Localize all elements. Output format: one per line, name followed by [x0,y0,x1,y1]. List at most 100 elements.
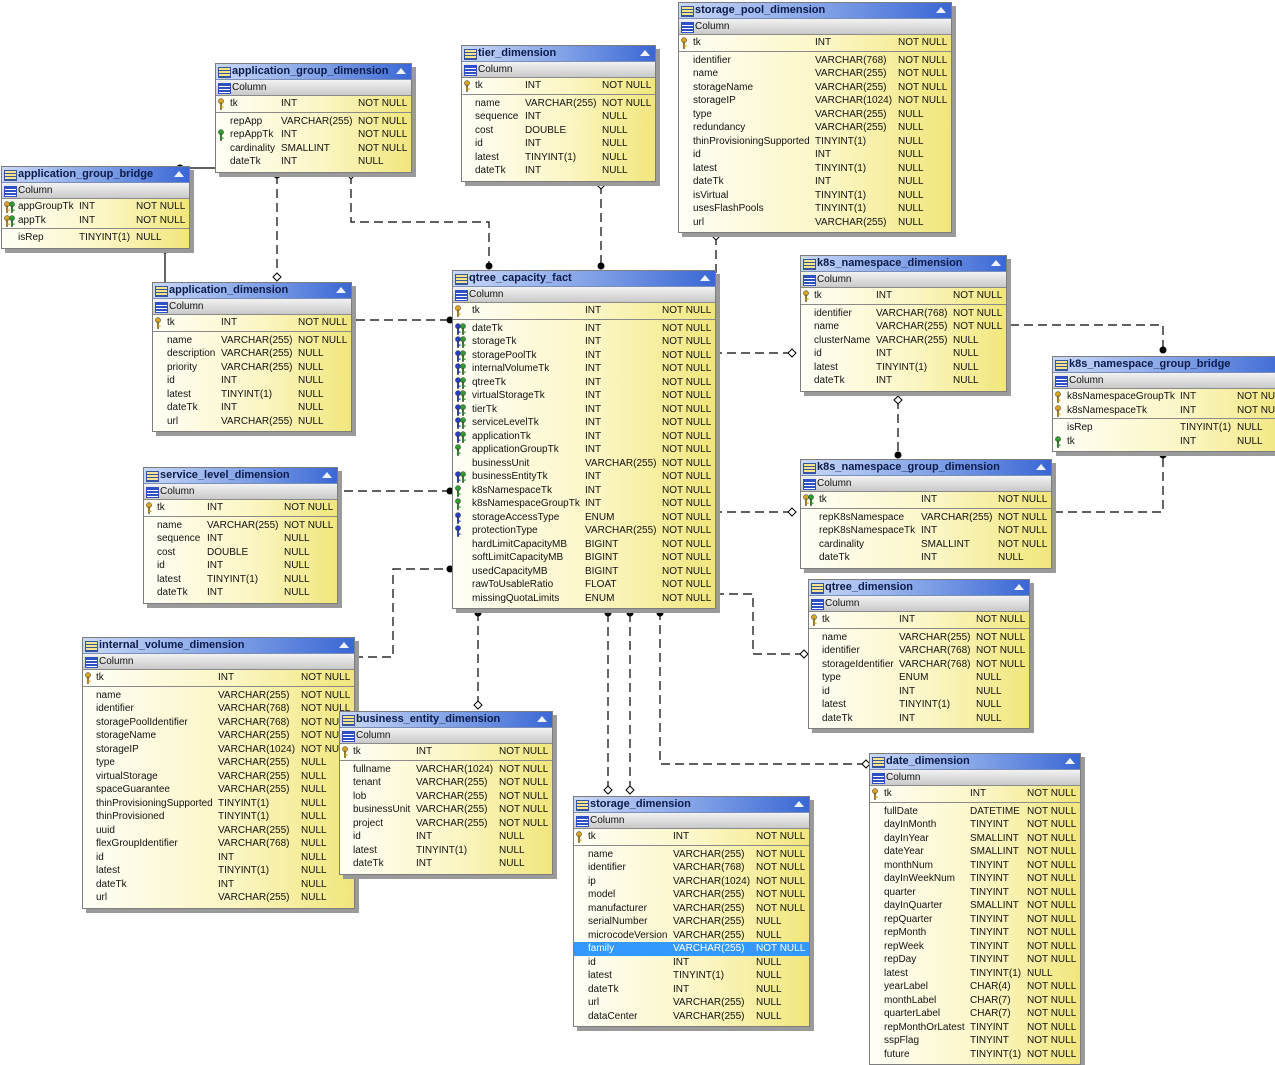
column-row[interactable]: tk INT NULL [1053,435,1275,449]
column-row[interactable]: family VARCHAR(255) NOT NULL [574,942,809,956]
collapse-icon[interactable] [537,716,547,722]
table-business-entity-dimension[interactable]: business_entity_dimension Column tk INT NOT … [339,711,553,875]
column-row[interactable]: latest TINYINT(1) NULL [83,864,354,878]
collapse-icon[interactable] [640,50,650,56]
column-row[interactable]: storageIP VARCHAR(1024) NOT NULL [679,94,951,108]
table-k8s-namespace-dimension[interactable]: k8s_namespace_dimension Column tk INT NOT NU… [800,255,1007,392]
column-row[interactable]: rawToUsableRatio FLOAT NOT NULL [453,578,715,592]
table-qtree-dimension[interactable]: qtree_dimension Column tk INT NOT NULL name VA… [808,579,1030,729]
table-title-bar[interactable]: application_group_bridge [2,167,189,183]
column-row[interactable]: type ENUM NULL [809,671,1029,685]
column-row[interactable]: dateTk INT NULL [809,712,1029,726]
column-row[interactable]: storageName VARCHAR(255) NOT NULL [83,729,354,743]
column-row[interactable]: url VARCHAR(255) NULL [574,996,809,1010]
collapse-icon[interactable] [1065,758,1075,764]
column-row[interactable]: id INT NULL [809,685,1029,699]
column-row[interactable]: k8sNamespaceTk INT NOT NULL [1053,404,1275,418]
column-row[interactable]: dateTk INT NULL [801,551,1051,565]
column-row[interactable]: tk INT NOT NULL [809,613,1029,627]
column-row[interactable]: project VARCHAR(255) NOT NULL [340,817,552,831]
collapse-icon[interactable] [322,472,332,478]
column-row[interactable]: internalVolumeTk INT NOT NULL [453,362,715,376]
table-k8s-namespace-group-dimension[interactable]: k8s_namespace_group_dimension Column tk INT… [800,459,1052,569]
column-row[interactable]: repMonthOrLatest TINYINT NOT NULL [870,1021,1080,1035]
column-row[interactable]: latest TINYINT(1) NULL [801,361,1006,375]
column-row[interactable]: dateTk INT NULL [679,175,951,189]
column-row[interactable]: future TINYINT(1) NOT NULL [870,1048,1080,1062]
column-row[interactable]: fullDate DATETIME NOT NULL [870,805,1080,819]
table-service-level-dimension[interactable]: service_level_dimension Column tk INT NOT NU… [143,467,338,604]
column-row[interactable]: url VARCHAR(255) NULL [153,415,351,429]
column-row[interactable]: url VARCHAR(255) NULL [83,891,354,905]
column-row[interactable]: latest TINYINT(1) NULL [144,573,337,587]
column-row[interactable]: name VARCHAR(255) NOT NULL [462,97,655,111]
column-row[interactable]: storagePoolIdentifier VARCHAR(768) NOT NUL… [83,716,354,730]
column-row[interactable]: qtreeTk INT NOT NULL [453,376,715,390]
column-row[interactable]: id INT NULL [340,830,552,844]
column-row[interactable]: cost DOUBLE NULL [462,124,655,138]
column-row[interactable]: dateTk INT NULL [801,374,1006,388]
column-row[interactable]: quarterLabel CHAR(7) NOT NULL [870,1007,1080,1021]
column-row[interactable]: repWeek TINYINT NOT NULL [870,940,1080,954]
column-row[interactable]: dayInYear SMALLINT NOT NULL [870,832,1080,846]
column-row[interactable]: id INT NULL [574,956,809,970]
column-row[interactable]: dateTk INT NULL [83,878,354,892]
column-row[interactable]: dateTk INT NULL [574,983,809,997]
table-tier-dimension[interactable]: tier_dimension Column tk INT NOT NULL name VAR… [461,45,656,182]
column-row[interactable]: id INT NULL [153,374,351,388]
column-row[interactable]: tk INT NOT NULL [216,97,411,111]
column-row[interactable]: virtualStorage VARCHAR(255) NULL [83,770,354,784]
column-row[interactable]: sspFlag TINYINT NOT NULL [870,1034,1080,1048]
column-row[interactable]: model VARCHAR(255) NOT NULL [574,888,809,902]
column-row[interactable]: dateTk INT NULL [462,164,655,178]
table-title-bar[interactable]: internal_volume_dimension [83,638,354,654]
column-row[interactable]: name VARCHAR(255) NOT NULL [144,519,337,533]
table-date-dimension[interactable]: date_dimension Column tk INT NOT NULL fullDat… [869,753,1081,1065]
table-title-bar[interactable]: application_group_dimension [216,64,411,80]
column-row[interactable]: latest TINYINT(1) NULL [574,969,809,983]
column-row[interactable]: hardLimitCapacityMB BIGINT NOT NULL [453,538,715,552]
column-row[interactable]: applicationTk INT NOT NULL [453,430,715,444]
column-row[interactable]: tk INT NOT NULL [453,304,715,318]
table-title-bar[interactable]: qtree_capacity_fact [453,271,715,287]
relationship-line[interactable] [350,175,490,266]
column-row[interactable]: latest TINYINT(1) NULL [462,151,655,165]
column-row[interactable]: applicationGroupTk INT NOT NULL [453,443,715,457]
column-row[interactable]: appTk INT NOT NULL [2,214,189,228]
column-row[interactable]: repK8sNamespaceTk INT NOT NULL [801,524,1051,538]
column-row[interactable]: latest TINYINT(1) NULL [340,844,552,858]
column-row[interactable]: usesFlashPools TINYINT(1) NULL [679,202,951,216]
column-row[interactable]: repMonth TINYINT NOT NULL [870,926,1080,940]
table-title-bar[interactable]: storage_pool_dimension [679,3,951,19]
column-row[interactable]: identifier VARCHAR(768) NOT NULL [801,307,1006,321]
column-row[interactable]: latest TINYINT(1) NULL [809,698,1029,712]
column-row[interactable]: manufacturer VARCHAR(255) NOT NULL [574,902,809,916]
column-row[interactable]: storagePoolTk INT NOT NULL [453,349,715,363]
column-row[interactable]: tenant VARCHAR(255) NOT NULL [340,776,552,790]
column-row[interactable]: latest TINYINT(1) NULL [870,967,1080,981]
column-row[interactable]: dataCenter VARCHAR(255) NULL [574,1010,809,1024]
column-row[interactable]: repApp VARCHAR(255) NOT NULL [216,115,411,129]
column-row[interactable]: tk INT NOT NULL [574,830,809,844]
column-row[interactable]: businessEntityTk INT NOT NULL [453,470,715,484]
column-row[interactable]: storageTk INT NOT NULL [453,335,715,349]
column-row[interactable]: latest TINYINT(1) NULL [679,162,951,176]
column-row[interactable]: tk INT NOT NULL [801,289,1006,303]
table-title-bar[interactable]: tier_dimension [462,46,655,62]
column-row[interactable]: id INT NULL [801,347,1006,361]
column-row[interactable]: isRep TINYINT(1) NULL [1053,421,1275,435]
column-row[interactable]: identifier VARCHAR(768) NOT NULL [809,644,1029,658]
column-row[interactable]: name VARCHAR(255) NOT NULL [679,67,951,81]
column-row[interactable]: name VARCHAR(255) NOT NULL [574,848,809,862]
column-row[interactable]: dateTk INT NULL [340,857,552,871]
column-row[interactable]: cardinality SMALLINT NOT NULL [801,538,1051,552]
column-row[interactable]: identifier VARCHAR(768) NOT NULL [679,54,951,68]
column-row[interactable]: serviceLevelTk INT NOT NULL [453,416,715,430]
column-row[interactable]: fullname VARCHAR(1024) NOT NULL [340,763,552,777]
collapse-icon[interactable] [1014,584,1024,590]
column-row[interactable]: appGroupTk INT NOT NULL [2,200,189,214]
column-row[interactable]: sequence INT NULL [462,110,655,124]
table-application-group-bridge[interactable]: application_group_bridge Column appGroupTk… [1,166,190,249]
column-row[interactable]: storageAccessType ENUM NOT NULL [453,511,715,525]
column-row[interactable]: k8sNamespaceGroupTk INT NOT NULL [453,497,715,511]
